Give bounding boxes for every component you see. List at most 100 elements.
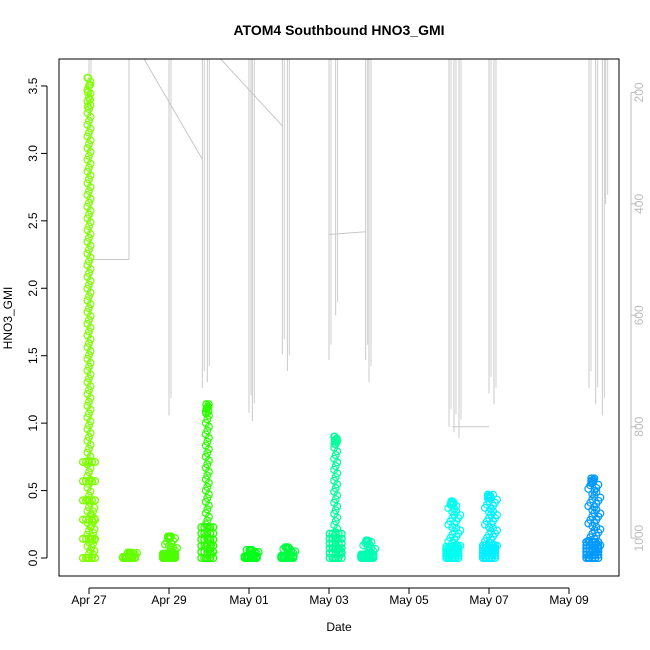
- data-point: [202, 404, 211, 413]
- data-point: [84, 245, 93, 254]
- data-point: [83, 401, 92, 410]
- data-point: [84, 386, 93, 395]
- pressure-connector-line: [220, 58, 283, 127]
- data-point: [330, 476, 339, 485]
- data-point: [84, 362, 93, 371]
- data-point: [203, 505, 212, 514]
- data-point: [330, 436, 339, 445]
- data-point: [209, 523, 218, 532]
- data-point: [493, 541, 502, 550]
- data-point: [84, 163, 93, 172]
- data-point: [84, 280, 93, 289]
- data-point: [83, 261, 92, 270]
- data-point: [83, 120, 92, 129]
- data-point: [88, 507, 97, 516]
- data-point: [330, 509, 339, 518]
- data-point: [84, 479, 93, 488]
- data-point: [78, 534, 88, 543]
- x-tick-label: May 05: [389, 593, 429, 607]
- data-point: [84, 222, 93, 231]
- data-point: [201, 441, 210, 450]
- data-point: [493, 495, 502, 504]
- data-point: [83, 530, 92, 539]
- data-point: [87, 543, 96, 552]
- x-tick-label: Apr 29: [151, 593, 187, 607]
- pressure-connector-line: [143, 58, 203, 160]
- data-point: [83, 308, 92, 317]
- data-point: [330, 454, 339, 463]
- data-point: [203, 471, 212, 480]
- data-point: [129, 548, 138, 557]
- data-point: [83, 284, 92, 293]
- data-point: [331, 451, 340, 460]
- data-point: [331, 517, 340, 526]
- data-point: [330, 498, 339, 507]
- data-point: [84, 151, 93, 160]
- data-point: [291, 547, 300, 556]
- data-point: [83, 249, 92, 258]
- data-point: [83, 132, 92, 141]
- data-point: [83, 190, 92, 199]
- data-point: [204, 407, 213, 416]
- data-point: [330, 542, 339, 551]
- data-point: [83, 167, 92, 176]
- x-tick-label: May 07: [469, 593, 509, 607]
- data-point: [203, 494, 212, 503]
- data-point: [84, 374, 93, 383]
- data-point: [442, 542, 451, 551]
- data-point: [84, 456, 93, 465]
- data-point: [203, 449, 212, 458]
- data-point: [173, 544, 182, 553]
- data-point: [330, 439, 339, 449]
- data-point: [124, 553, 133, 562]
- data-point: [201, 464, 210, 473]
- y-tick-label: 0.0: [26, 549, 40, 566]
- data-point: [201, 509, 210, 518]
- data-point: [84, 315, 93, 324]
- data-point: [84, 187, 93, 196]
- data-point: [330, 531, 339, 540]
- x-tick-label: Apr 27: [71, 593, 107, 607]
- data-point: [201, 486, 210, 495]
- data-point: [90, 503, 99, 512]
- data-point: [331, 539, 340, 548]
- data-point: [84, 304, 93, 313]
- data-point: [87, 521, 96, 530]
- data-point: [201, 497, 210, 506]
- data-point: [83, 237, 92, 246]
- y-tick-label: 2.0: [26, 280, 40, 297]
- data-point: [78, 553, 88, 563]
- data-point: [363, 553, 372, 562]
- data-point: [163, 533, 173, 542]
- data-point: [489, 540, 498, 549]
- data-point: [83, 366, 92, 375]
- data-point: [84, 339, 93, 348]
- data-point: [592, 540, 601, 549]
- data-point: [83, 319, 92, 328]
- data-point: [84, 432, 93, 441]
- data-point: [84, 421, 93, 430]
- data-point: [83, 214, 92, 223]
- data-point: [83, 202, 92, 211]
- chart-title: ATOM4 Southbound HNO3_GMI: [233, 22, 444, 38]
- data-point: [158, 549, 168, 558]
- y-tick-label: 0.5: [26, 482, 40, 499]
- y-tick-label: 3.5: [26, 77, 40, 94]
- y-axis-label: HNO3_GMI: [1, 287, 15, 350]
- data-point: [203, 426, 212, 435]
- data-point: [84, 292, 93, 301]
- data-point: [83, 483, 92, 492]
- x-axis-label: Date: [326, 620, 352, 634]
- data-point: [367, 543, 376, 552]
- data-point: [88, 550, 97, 559]
- data-point: [282, 543, 291, 552]
- data-point: [331, 484, 340, 493]
- data-point: [87, 510, 96, 519]
- y-tick-label: 3.0: [26, 145, 40, 162]
- data-point: [84, 491, 93, 500]
- data-point: [334, 543, 343, 552]
- data-point: [83, 425, 92, 434]
- data-point: [203, 527, 212, 536]
- data-point: [84, 327, 93, 336]
- right-tick-label: 600: [632, 305, 646, 325]
